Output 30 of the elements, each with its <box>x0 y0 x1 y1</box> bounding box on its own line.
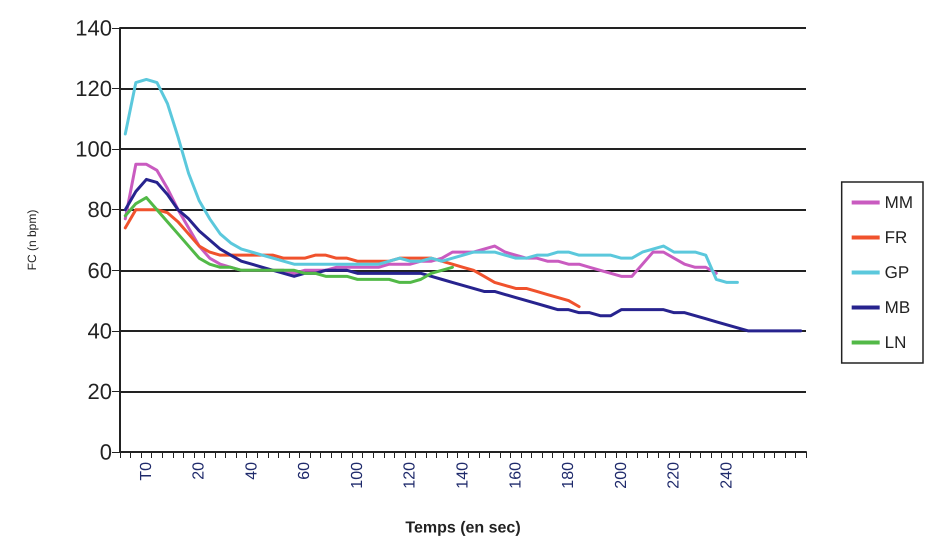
legend-label: FR <box>884 228 908 247</box>
y-axis-title: FC (n bpm) <box>25 210 39 270</box>
x-tick-label: 140 <box>454 462 472 489</box>
x-tick-label: 220 <box>666 462 683 489</box>
x-axis-title: Temps (en sec) <box>405 520 521 536</box>
legend-label: MB <box>884 298 910 317</box>
y-tick-label: 40 <box>88 318 112 344</box>
line-series <box>124 178 802 332</box>
legend-label: LN <box>884 333 906 352</box>
x-tick-label: T0 <box>138 462 155 481</box>
y-tick-label: 120 <box>75 76 112 102</box>
x-tick-label: 180 <box>560 462 578 489</box>
x-tick-label: 120 <box>402 462 419 489</box>
y-tick-label: 20 <box>88 378 112 404</box>
y-tick-label: 140 <box>75 16 112 40</box>
y-tick-label: 80 <box>88 197 112 222</box>
x-tick-label: 100 <box>348 462 366 489</box>
legend-label: GP <box>884 263 910 282</box>
y-tick-label: 60 <box>88 258 112 283</box>
line-series <box>124 78 739 284</box>
x-tick-label: 40 <box>243 462 260 480</box>
y-tick-label: 0 <box>100 440 112 464</box>
x-tick-label: 200 <box>612 462 630 489</box>
x-tick-label: 160 <box>507 462 524 489</box>
x-tick-label: 20 <box>190 462 208 480</box>
y-tick-label: 100 <box>75 136 112 162</box>
line-series <box>124 196 454 284</box>
x-tick-label: 240 <box>718 462 736 489</box>
x-tick-label: 60 <box>296 462 314 480</box>
legend-label: MM <box>884 193 914 212</box>
